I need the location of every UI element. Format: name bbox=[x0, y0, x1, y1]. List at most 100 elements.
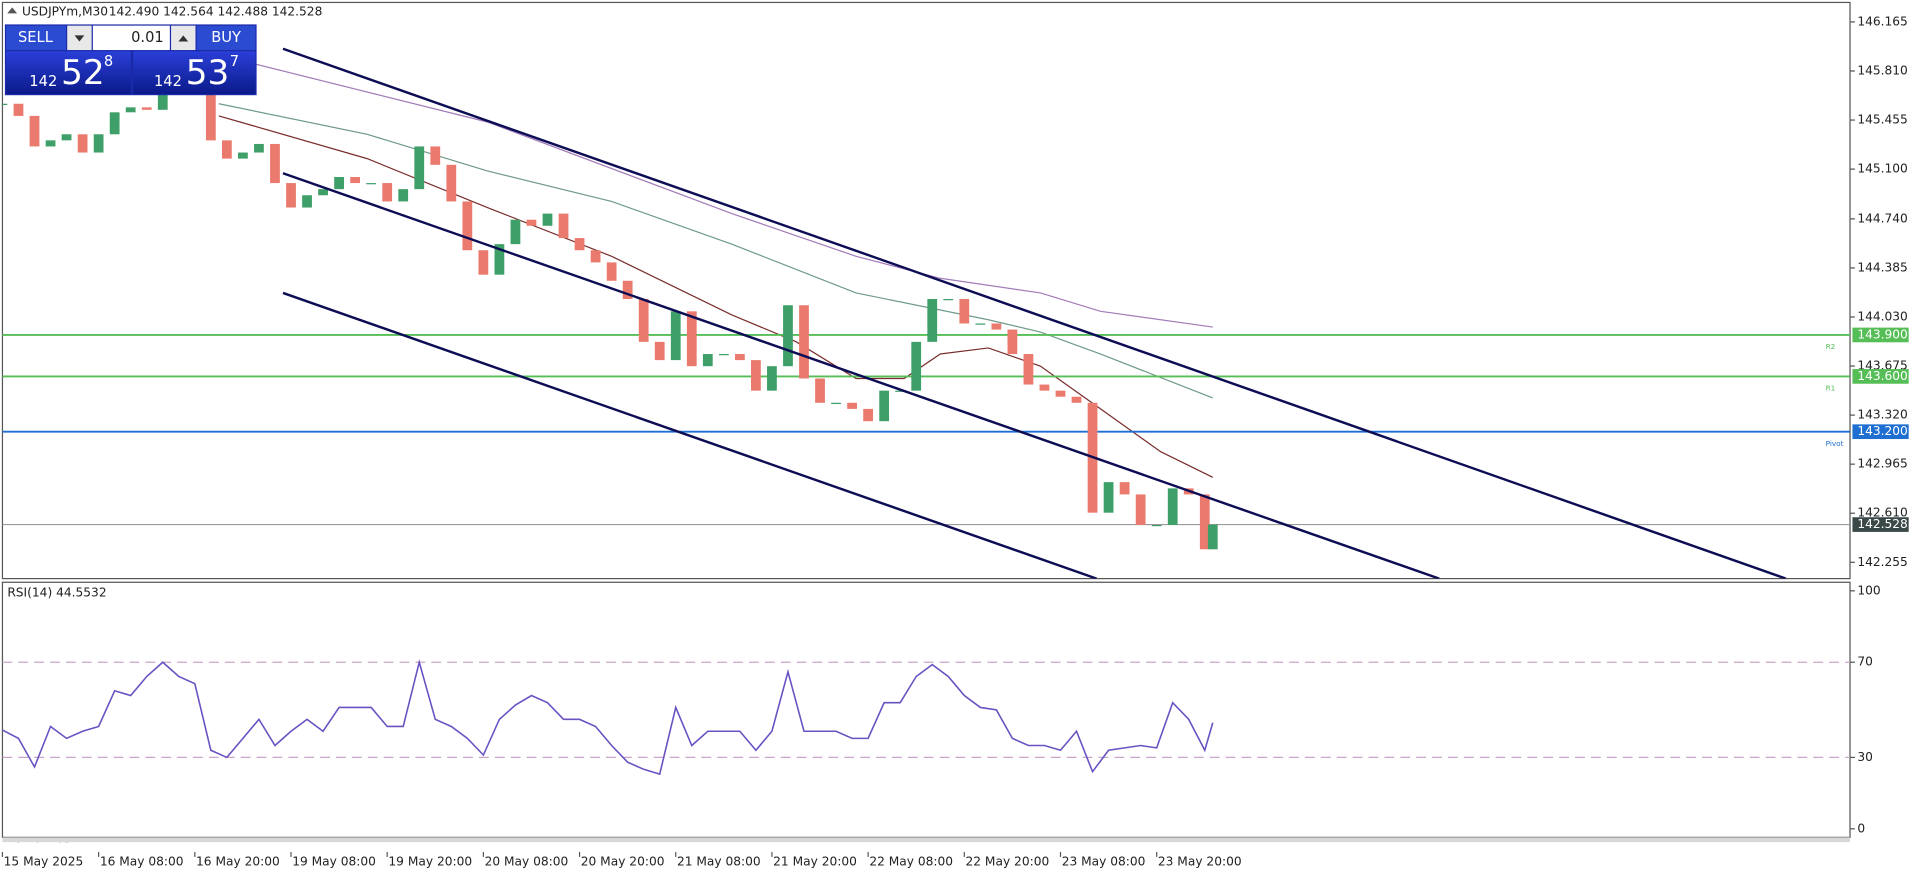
y-tick-label: 143.675 bbox=[1857, 359, 1907, 373]
candle bbox=[93, 134, 104, 153]
y-tick-label: 100 bbox=[1857, 583, 1880, 597]
candle bbox=[2, 103, 8, 105]
candle bbox=[1103, 482, 1114, 513]
candle bbox=[734, 354, 745, 361]
candle bbox=[606, 262, 617, 281]
buy-button[interactable] bbox=[196, 25, 256, 51]
sell-price-box[interactable] bbox=[6, 51, 131, 94]
candle bbox=[1151, 524, 1162, 527]
last-price-label: 142.528 bbox=[1857, 517, 1907, 531]
candle bbox=[975, 323, 986, 325]
candle bbox=[718, 354, 729, 356]
candle bbox=[430, 146, 441, 165]
x-tick-label: 16 May 08:00 bbox=[100, 854, 184, 868]
down-icon bbox=[74, 35, 85, 42]
candle bbox=[751, 360, 761, 391]
candle bbox=[558, 213, 569, 239]
channel-line bbox=[282, 172, 1440, 579]
x-tick-label: 15 May 2025 bbox=[4, 854, 84, 868]
candle bbox=[847, 402, 857, 409]
indicator-title: RSI(14) 44.5532 bbox=[7, 586, 106, 600]
candle bbox=[109, 112, 120, 135]
y-tick-label: 145.455 bbox=[1857, 113, 1907, 127]
candle bbox=[494, 244, 505, 275]
candle bbox=[622, 280, 633, 300]
candle bbox=[141, 107, 152, 110]
candle bbox=[1119, 482, 1130, 495]
candle bbox=[61, 134, 72, 141]
sell-small: 8 bbox=[104, 53, 113, 70]
candle bbox=[895, 390, 906, 392]
y-tick-label: 142.965 bbox=[1857, 457, 1907, 471]
y-tick-label: 142.610 bbox=[1857, 506, 1907, 520]
candle bbox=[1071, 396, 1082, 403]
candle bbox=[574, 238, 585, 251]
candle bbox=[702, 354, 713, 367]
candle bbox=[863, 408, 874, 422]
level-label: 143.900 bbox=[1857, 327, 1907, 341]
level-label: 143.200 bbox=[1857, 424, 1907, 438]
y-tick-label: 30 bbox=[1857, 750, 1873, 764]
y-tick-label: 70 bbox=[1857, 655, 1873, 669]
candle bbox=[879, 390, 890, 422]
candle bbox=[542, 213, 553, 226]
candle bbox=[125, 107, 136, 113]
candle bbox=[414, 146, 425, 190]
candle bbox=[767, 366, 777, 391]
x-tick-label: 16 May 20:00 bbox=[196, 854, 280, 868]
candle bbox=[478, 250, 489, 275]
channel-line bbox=[282, 47, 1787, 579]
x-tick-label: 23 May 08:00 bbox=[1062, 854, 1146, 868]
candle bbox=[366, 183, 377, 185]
candle bbox=[29, 115, 40, 147]
candle bbox=[1039, 384, 1050, 391]
candle bbox=[286, 183, 296, 208]
candle bbox=[77, 134, 88, 153]
candle bbox=[205, 91, 216, 141]
candle bbox=[302, 195, 312, 208]
x-tick-label: 22 May 20:00 bbox=[966, 854, 1050, 868]
candle bbox=[911, 341, 922, 391]
candle bbox=[13, 103, 24, 116]
candle bbox=[783, 305, 793, 367]
candle bbox=[1199, 494, 1210, 550]
level-tag: Pivot bbox=[1826, 439, 1844, 448]
buy-label[interactable]: BUY bbox=[211, 29, 241, 46]
candle bbox=[815, 378, 825, 403]
buy-price-box[interactable] bbox=[133, 51, 256, 94]
x-tick-label: 20 May 20:00 bbox=[581, 854, 665, 868]
y-tick-label: 144.385 bbox=[1857, 260, 1907, 274]
candle bbox=[221, 140, 232, 159]
candle bbox=[686, 311, 697, 367]
main-pane bbox=[1, 1, 1851, 580]
candle bbox=[510, 219, 521, 245]
volume-input[interactable] bbox=[92, 25, 170, 51]
tab-cover bbox=[2, 842, 1851, 853]
candle bbox=[670, 311, 681, 361]
y-tick-label: 145.810 bbox=[1857, 63, 1907, 77]
candle bbox=[590, 250, 601, 263]
x-tick-label: 21 May 20:00 bbox=[773, 854, 857, 868]
candle bbox=[254, 143, 264, 153]
ohlc: 142.490 142.564 142.488 142.528 bbox=[109, 5, 323, 19]
sell-main: 52 bbox=[61, 53, 105, 93]
rsi-plot bbox=[2, 659, 1851, 776]
candle bbox=[831, 402, 841, 405]
candle bbox=[959, 299, 970, 324]
sell-button[interactable] bbox=[6, 25, 66, 51]
moving-average bbox=[218, 115, 1214, 478]
candle bbox=[1007, 329, 1018, 355]
candle bbox=[334, 176, 344, 190]
level-tag: R2 bbox=[1826, 342, 1836, 351]
collapse-icon[interactable] bbox=[7, 7, 18, 14]
x-tick-label: 19 May 08:00 bbox=[292, 854, 376, 868]
rsi-line bbox=[2, 659, 1214, 776]
buy-small: 7 bbox=[230, 53, 239, 70]
candle bbox=[927, 299, 938, 342]
sell-label[interactable]: SELL bbox=[18, 29, 54, 46]
up-icon bbox=[178, 35, 189, 42]
candle bbox=[462, 201, 473, 251]
buy-big: 142 bbox=[154, 73, 182, 90]
